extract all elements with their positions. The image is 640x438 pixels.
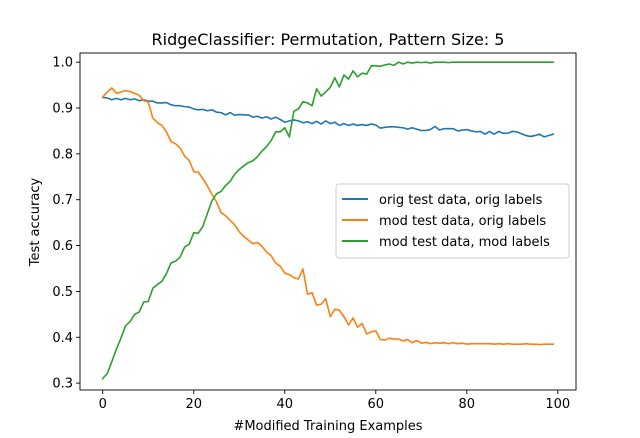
y-tick-label: 0.5: [52, 285, 73, 300]
x-tick-label: 60: [368, 397, 385, 412]
y-tick-label: 0.4: [52, 331, 73, 346]
y-tick-label: 0.8: [52, 147, 73, 162]
x-tick-label: 100: [545, 397, 570, 412]
series-line-1: [101, 96, 555, 138]
series-line-3: [101, 61, 555, 380]
x-tick-label: 20: [185, 397, 202, 412]
legend-box: [335, 183, 570, 259]
axes-frame: [79, 52, 577, 391]
y-tick-label: 0.6: [52, 239, 73, 254]
series-line-2: [101, 87, 555, 346]
y-tick-label: 0.7: [52, 193, 73, 208]
plot-area: 0 20 40 60 80 100 0.3 0.4 0.5 0.6 0.7 0.8 0.9 1.0: [52, 52, 577, 412]
chart-title: RidgeClassifier: Permutation, Pattern Si…: [152, 30, 505, 49]
y-tick-label: 0.3: [52, 377, 73, 392]
legend-label-2: mod test data, orig labels: [379, 214, 546, 229]
x-tick-label: 0: [99, 397, 107, 412]
x-axis-label: #Modified Training Examples: [233, 419, 422, 434]
x-tick-label: 80: [459, 397, 476, 412]
y-tick-label: 1.0: [52, 56, 73, 71]
y-tick-label: 0.9: [52, 102, 73, 117]
legend-label-3: mod test data, mod labels: [379, 235, 550, 250]
legend: orig test data, orig labels mod test data…: [335, 183, 570, 259]
y-axis-label: Test accuracy: [28, 178, 43, 268]
x-tick-label: 40: [276, 397, 293, 412]
legend-label-1: orig test data, orig labels: [379, 193, 543, 208]
